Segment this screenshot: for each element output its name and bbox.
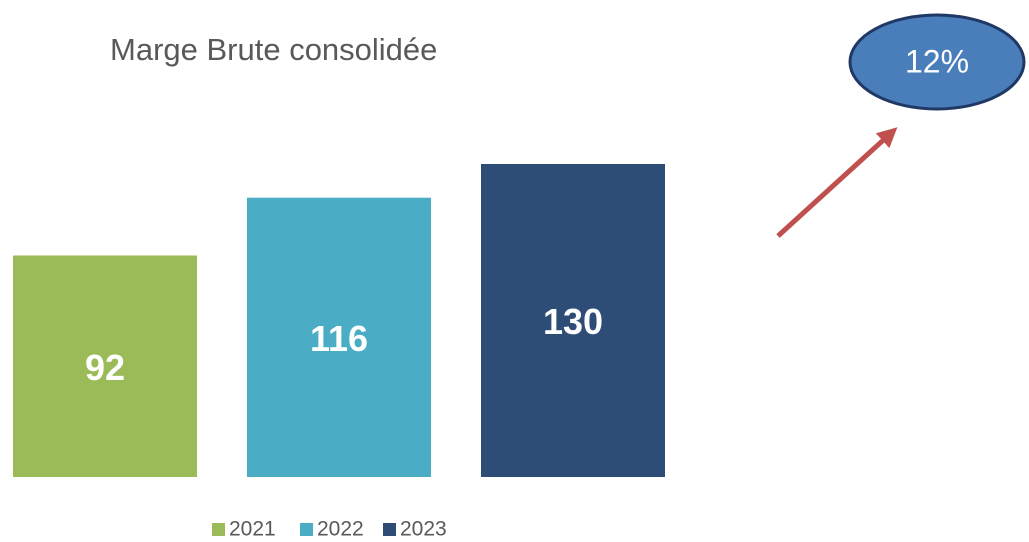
legend-swatch (300, 523, 313, 536)
data-label: 92 (85, 347, 125, 388)
legend-label: 2022 (317, 518, 364, 541)
data-label: 116 (310, 318, 368, 359)
bar (481, 164, 665, 477)
annotation-bubble (848, 13, 1026, 111)
bar (247, 197, 431, 477)
data-label: 130 (543, 301, 603, 342)
chart-title: Marge Brute consolidée (110, 32, 437, 67)
legend-swatch (212, 523, 225, 536)
trend-arrow (776, 127, 898, 238)
legend-label: 2023 (400, 518, 447, 541)
bar (13, 255, 197, 477)
annotation: 12% (905, 43, 969, 79)
legend-swatch (383, 523, 396, 536)
legend-label: 2021 (229, 518, 276, 541)
